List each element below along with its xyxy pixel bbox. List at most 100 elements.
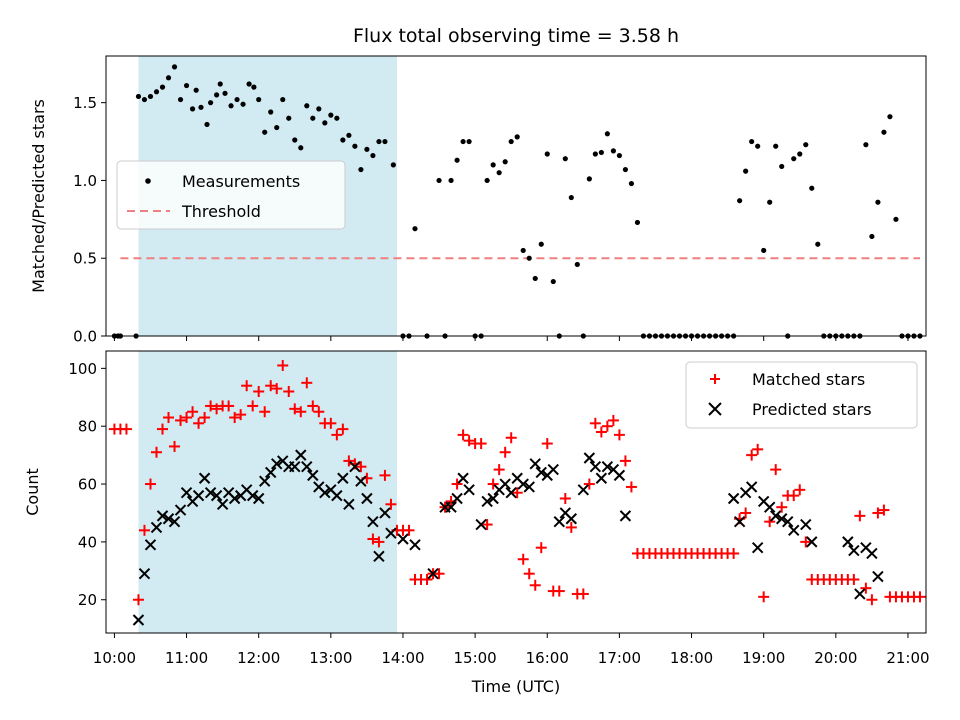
matched-star-point <box>529 579 541 591</box>
matched-star-point <box>493 464 505 476</box>
matched-star-point <box>253 385 265 397</box>
matched-star-point <box>187 406 199 418</box>
measurement-point <box>749 138 755 145</box>
matched-star-point <box>241 380 253 392</box>
measurement-point <box>177 96 184 103</box>
measurement-point <box>246 81 252 87</box>
measurement-point <box>592 151 598 157</box>
legend-measurements-marker <box>145 178 151 184</box>
measurement-point <box>893 216 899 222</box>
measurement-point <box>328 112 334 118</box>
matched-star-point <box>169 440 181 452</box>
predicted-star-point <box>265 466 277 479</box>
predicted-star-point <box>872 570 884 583</box>
measurement-point <box>183 82 190 89</box>
matched-star-point <box>794 484 806 496</box>
measurement-point <box>562 156 568 162</box>
legend-predicted-marker <box>708 402 722 416</box>
bottom-xtick-label: 15:00 <box>454 649 497 667</box>
predicted-star-point <box>866 547 878 560</box>
matched-star-point <box>776 501 788 513</box>
matched-star-point <box>181 412 193 424</box>
matched-star-point <box>150 446 162 458</box>
matched-star-point <box>860 582 872 594</box>
bottom-xtick-label: 12:00 <box>237 649 280 667</box>
measurement-point <box>340 137 346 143</box>
bottom-ytick-label: 80 <box>78 418 97 436</box>
measurement-point <box>256 96 262 103</box>
matched-star-point <box>223 400 235 412</box>
measurement-point <box>334 115 340 121</box>
predicted-star-point <box>319 487 331 499</box>
measurement-point <box>634 219 641 226</box>
measurement-point <box>598 149 604 156</box>
matched-star-point <box>138 524 150 536</box>
measurement-point <box>352 143 358 149</box>
predicted-star-point <box>331 489 343 502</box>
matched-star-point <box>764 516 776 528</box>
measurement-point <box>147 93 154 100</box>
predicted-star-point <box>379 507 391 519</box>
bottom-xtick-label: 10:00 <box>93 649 136 667</box>
predicted-star-point <box>144 539 157 551</box>
matched-star-point <box>613 429 625 441</box>
measurement-point <box>863 142 869 148</box>
matched-star-point <box>289 403 301 415</box>
measurement-point <box>412 226 418 232</box>
measurement-point <box>616 152 623 159</box>
chart-title: Flux total observing time = 3.58 h <box>353 25 679 47</box>
predicted-star-point <box>343 498 355 510</box>
measurement-point <box>228 103 234 109</box>
matched-star-point <box>331 429 343 441</box>
measurement-point <box>322 120 328 126</box>
measurement-point <box>755 143 761 149</box>
measurement-point <box>189 106 196 112</box>
predicted-star-point <box>138 568 151 580</box>
measurement-point <box>346 132 352 138</box>
matched-star-point <box>307 400 319 412</box>
matched-star-point <box>265 380 277 392</box>
matched-star-point <box>277 359 289 371</box>
top-panel: 0.0 0.5 1.0 1.5 Flux total observing time =… <box>29 25 927 346</box>
measurement-point <box>298 145 304 151</box>
bottom-panel: 20 40 60 80 100 10:00 11:00 12:00 13:00 14:00 15:… <box>23 350 930 696</box>
matched-star-point <box>728 547 740 559</box>
matched-star-point <box>229 412 241 424</box>
predicted-star-point <box>788 524 800 537</box>
predicted-star-point <box>848 544 860 557</box>
predicted-star-point <box>409 539 421 551</box>
predicted-star-point <box>487 492 499 505</box>
matched-star-point <box>878 504 890 516</box>
matched-star-point <box>144 478 156 490</box>
matched-star-point <box>866 594 878 606</box>
predicted-star-point <box>842 536 854 548</box>
measurement-point <box>214 92 220 98</box>
matched-star-point <box>553 585 565 597</box>
matched-star-point <box>914 591 926 603</box>
measurements-points <box>111 64 923 339</box>
matched-star-point <box>132 594 144 606</box>
matched-star-point <box>487 478 499 490</box>
matched-star-point <box>541 438 553 450</box>
matched-star-point <box>481 519 493 531</box>
measurement-point <box>286 115 292 121</box>
matched-star-point <box>752 443 764 455</box>
measurement-point <box>532 275 538 282</box>
predicted-star-point <box>583 452 596 464</box>
predicted-star-point <box>499 478 511 490</box>
measurement-point <box>448 177 454 184</box>
matched-star-point <box>505 432 517 444</box>
matched-star-point <box>403 524 415 536</box>
predicted-star-point <box>174 504 187 516</box>
measurement-point <box>743 168 749 174</box>
x-axis-label: Time (UTC) <box>471 677 560 696</box>
predicted-star-point <box>228 492 241 505</box>
matched-star-point <box>523 568 535 580</box>
bottom-shaded-region <box>138 351 397 633</box>
matched-star-point <box>325 417 337 429</box>
predicted-star-point <box>619 510 632 522</box>
top-y-axis-label: Matched/Predicted stars <box>29 99 48 293</box>
matched-star-point <box>283 385 295 397</box>
matched-star-point <box>271 383 283 395</box>
matched-star-point <box>535 542 547 554</box>
